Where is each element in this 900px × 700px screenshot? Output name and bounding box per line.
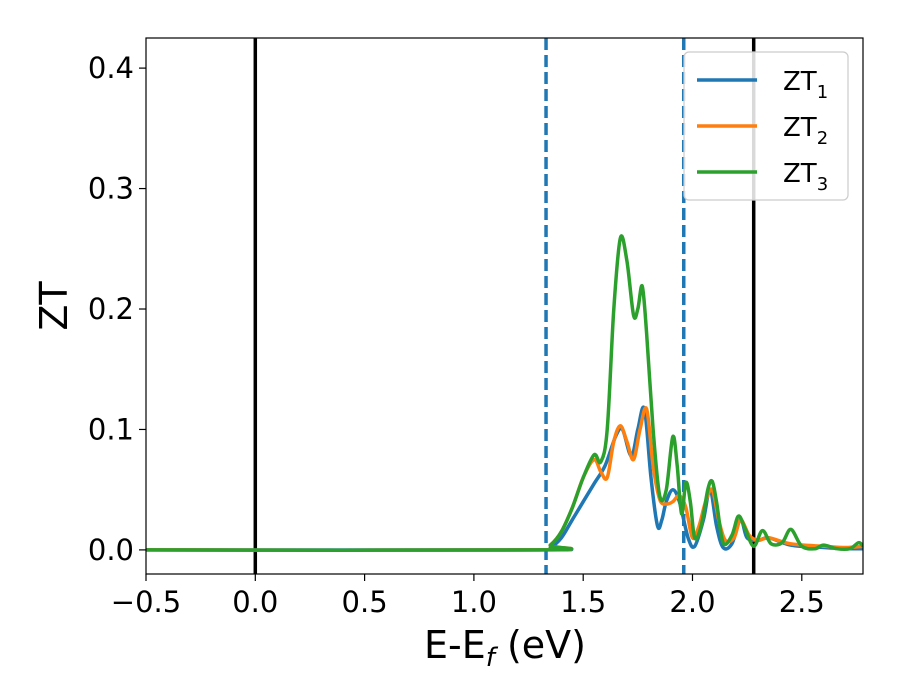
legend-label-zt3: ZT3 (783, 159, 828, 195)
legend: ZT1 ZT2 ZT3 (683, 51, 849, 201)
y-tick-label: 0.0 (88, 533, 134, 567)
x-tick-label: 2.0 (669, 585, 715, 619)
y-axis-ticks: 0.0 0.1 0.2 0.3 0.4 (88, 51, 146, 567)
y-tick-label: 0.2 (88, 292, 134, 326)
x-axis-label: E-Ef (eV) (424, 623, 586, 673)
x-tick-label: 2.5 (779, 585, 825, 619)
legend-label-zt1: ZT1 (783, 67, 828, 103)
y-tick-label: 0.1 (88, 412, 134, 446)
plot-frame (145, 37, 864, 575)
x-tick-label: −0.5 (111, 585, 181, 619)
legend-label-zt2: ZT2 (783, 113, 828, 149)
x-tick-label: 1.0 (451, 585, 497, 619)
y-tick-label: 0.4 (88, 51, 134, 85)
x-tick-label: 0.0 (232, 585, 278, 619)
series-lines (146, 234, 863, 553)
x-tick-label: 0.5 (342, 585, 388, 619)
legend-box (683, 51, 849, 201)
y-axis-label: ZT (32, 281, 76, 331)
series-line-zt3 (146, 234, 863, 553)
x-tick-label: 1.5 (560, 585, 606, 619)
x-axis-ticks: −0.5 0.0 0.5 1.0 1.5 2.0 2.5 (111, 574, 825, 619)
y-tick-label: 0.3 (88, 172, 134, 206)
